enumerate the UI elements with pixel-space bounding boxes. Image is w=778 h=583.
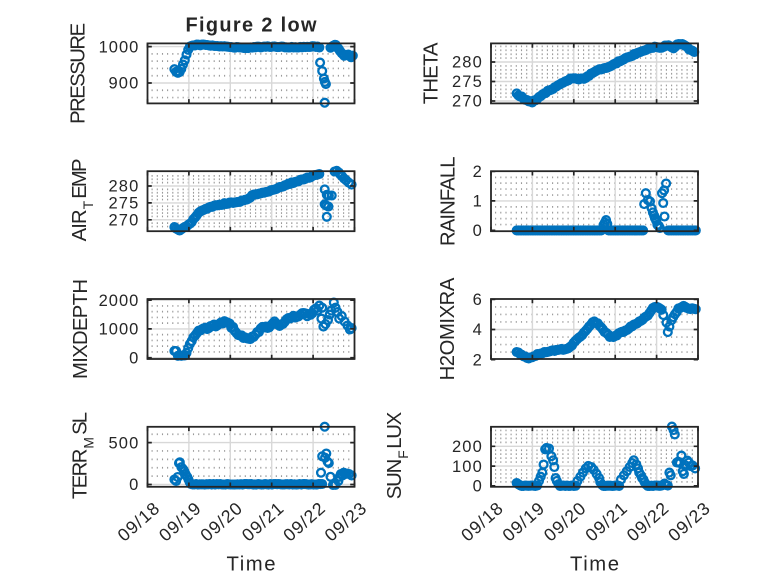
svg-text:MIXDEPTH: MIXDEPTH (70, 279, 92, 379)
svg-text:EMP: EMP (69, 159, 91, 199)
svg-text:PRESSURE: PRESSURE (68, 23, 90, 124)
svg-text:280: 280 (109, 178, 139, 196)
svg-text:H2OMIXRA: H2OMIXRA (437, 277, 459, 380)
svg-text:270: 270 (452, 93, 482, 111)
svg-text:275: 275 (109, 195, 139, 213)
svg-text:270: 270 (109, 212, 139, 230)
svg-text:1000: 1000 (99, 321, 139, 339)
svg-text:275: 275 (452, 73, 482, 91)
svg-text:TERR: TERR (70, 449, 92, 500)
svg-text:LUX: LUX (384, 411, 406, 448)
svg-text:4: 4 (473, 321, 482, 339)
svg-text:6: 6 (473, 291, 482, 309)
svg-text:2000: 2000 (99, 292, 139, 310)
svg-text:F: F (396, 450, 411, 458)
svg-text:1: 1 (473, 193, 482, 211)
svg-text:1000: 1000 (99, 38, 139, 56)
svg-text:Time: Time (570, 554, 619, 576)
svg-text:THETA: THETA (421, 42, 443, 104)
svg-text:500: 500 (109, 434, 139, 452)
svg-text:2: 2 (473, 163, 482, 181)
svg-text:RAINFALL: RAINFALL (438, 157, 460, 247)
svg-text:M: M (82, 437, 97, 449)
svg-text:2: 2 (473, 351, 482, 369)
svg-text:280: 280 (452, 54, 482, 72)
svg-text:SL: SL (70, 412, 92, 435)
svg-text:200: 200 (452, 438, 482, 456)
svg-text:0: 0 (473, 222, 482, 240)
svg-text:0: 0 (473, 478, 482, 496)
svg-text:T: T (81, 200, 96, 209)
svg-text:0: 0 (129, 476, 138, 494)
svg-text:AIR: AIR (69, 209, 91, 241)
svg-text:Time: Time (227, 554, 276, 576)
svg-text:900: 900 (109, 75, 139, 93)
svg-text:100: 100 (452, 458, 482, 476)
svg-text:0: 0 (129, 349, 138, 367)
svg-text:Figure 2 low: Figure 2 low (186, 15, 318, 37)
svg-text:SUN: SUN (384, 459, 406, 500)
